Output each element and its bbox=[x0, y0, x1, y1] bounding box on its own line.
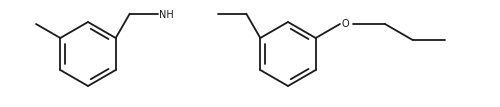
Text: NH: NH bbox=[158, 10, 174, 20]
Text: O: O bbox=[342, 19, 349, 29]
